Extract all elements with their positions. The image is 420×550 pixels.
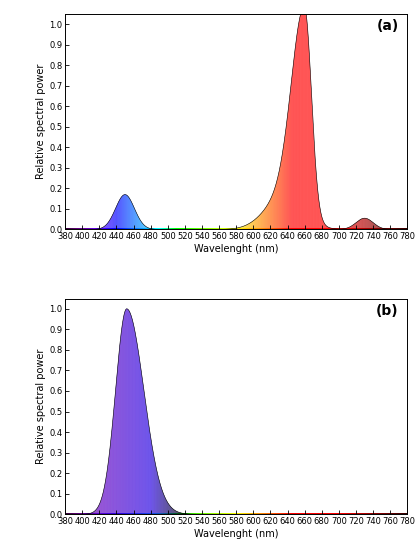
Text: (b): (b) — [376, 304, 399, 318]
Text: (a): (a) — [377, 19, 399, 33]
Y-axis label: Relative spectral power: Relative spectral power — [36, 349, 46, 464]
X-axis label: Wavelenght (nm): Wavelenght (nm) — [194, 244, 278, 254]
X-axis label: Wavelenght (nm): Wavelenght (nm) — [194, 529, 278, 539]
Y-axis label: Relative spectral power: Relative spectral power — [36, 64, 46, 179]
